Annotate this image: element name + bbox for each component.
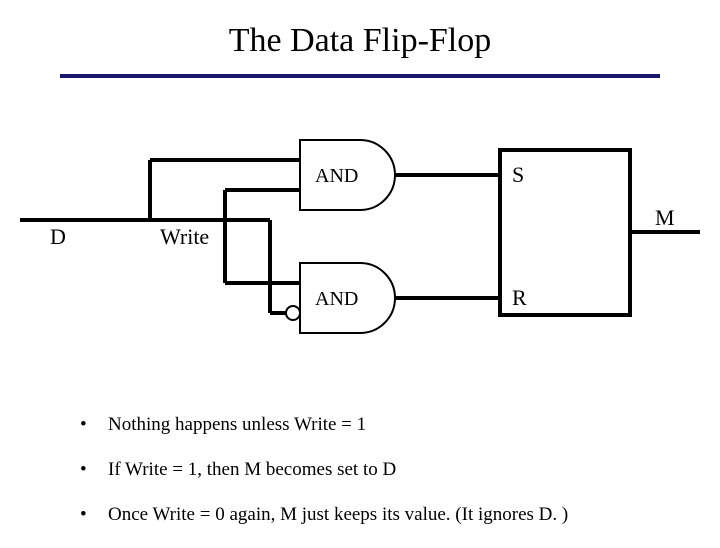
label-m: M	[655, 205, 675, 230]
and-bot-text: AND	[315, 288, 358, 310]
label-write: Write	[160, 224, 209, 249]
label-d: D	[50, 224, 66, 249]
and-top-text: AND	[315, 165, 358, 187]
title-underline	[60, 74, 660, 78]
bullet-list: Nothing happens unless Write = 1 If Writ…	[40, 414, 720, 548]
slide-title: The Data Flip-Flop	[0, 22, 720, 60]
label-r: R	[512, 285, 527, 310]
and-gate-bottom: AND	[300, 263, 395, 333]
circuit-diagram: D Write AND	[0, 120, 720, 370]
label-s: S	[512, 162, 524, 187]
bullet-item: Nothing happens unless Write = 1	[80, 414, 720, 437]
bullet-item: If Write = 1, then M becomes set to D	[80, 459, 720, 482]
not-bubble	[286, 306, 300, 320]
and-gate-top: AND	[300, 140, 395, 210]
bullet-item: Once Write = 0 again, M just keeps its v…	[80, 504, 720, 527]
